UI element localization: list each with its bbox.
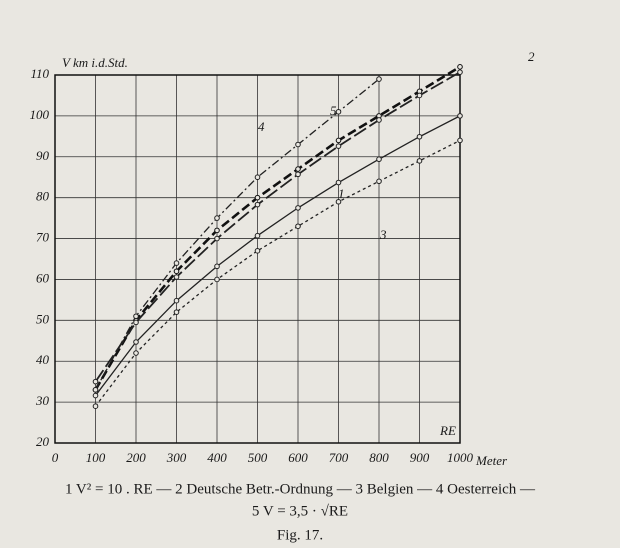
y-tick-label: 90 xyxy=(36,148,50,163)
point-marker xyxy=(295,223,301,230)
x-axis-label: Meter xyxy=(475,453,508,468)
curve-label: 1 xyxy=(338,186,345,201)
point-marker xyxy=(133,339,139,345)
y-tick-label: 20 xyxy=(36,434,50,449)
series-line xyxy=(94,71,461,383)
curve-label: 2 xyxy=(528,49,535,64)
point-marker xyxy=(173,274,180,280)
point-marker xyxy=(214,227,220,234)
y-tick-label: 50 xyxy=(36,311,50,326)
point-marker xyxy=(416,92,423,99)
x-tick-label: 600 xyxy=(288,450,308,465)
point-marker xyxy=(416,158,423,164)
y-tick-label: 60 xyxy=(36,270,50,285)
point-marker xyxy=(92,378,99,385)
x-tick-label: 1000 xyxy=(447,450,474,465)
y-tick-label: 80 xyxy=(36,189,50,204)
point-marker xyxy=(173,297,180,304)
point-marker xyxy=(335,143,342,149)
x-tick-label: 200 xyxy=(126,450,146,465)
point-marker xyxy=(214,276,220,283)
point-marker xyxy=(254,232,261,239)
point-marker xyxy=(133,350,139,356)
y-tick-label: 100 xyxy=(30,107,50,122)
point-marker xyxy=(295,166,301,172)
point-marker xyxy=(214,263,220,270)
point-marker xyxy=(295,205,301,211)
curve-label: 3 xyxy=(379,227,387,242)
point-marker xyxy=(376,156,382,163)
point-marker xyxy=(254,174,261,181)
point-marker xyxy=(214,215,220,221)
point-marker xyxy=(457,137,463,144)
point-marker xyxy=(173,260,180,266)
point-marker xyxy=(295,171,301,178)
point-marker xyxy=(254,201,261,208)
series-line xyxy=(94,65,461,391)
x-tick-label: 500 xyxy=(248,450,268,465)
point-marker xyxy=(173,309,180,315)
series-line xyxy=(94,78,380,391)
caption: 1 V² = 10 . RE — 2 Deutsche Betr.-Ordnun… xyxy=(65,481,536,497)
figure-label: Fig. 17. xyxy=(277,527,323,543)
x-tick-label: 300 xyxy=(166,450,187,465)
point-marker xyxy=(173,268,180,275)
point-marker xyxy=(133,319,139,326)
y-tick-label: 110 xyxy=(30,66,49,81)
x-tick-label: 0 xyxy=(52,450,59,465)
curve-label: 4 xyxy=(258,119,265,134)
x-tick-label: 100 xyxy=(86,450,106,465)
point-marker xyxy=(92,403,99,410)
point-marker xyxy=(335,179,342,186)
point-marker xyxy=(335,137,342,144)
y-tick-label: 30 xyxy=(35,393,50,408)
point-marker xyxy=(457,69,463,75)
x-tick-label: 900 xyxy=(410,450,430,465)
series-line xyxy=(94,115,461,396)
point-marker xyxy=(214,235,220,242)
caption-2: 5 V = 3,5 · √RE xyxy=(252,503,348,519)
point-marker xyxy=(376,117,382,123)
x-tick-label: 700 xyxy=(329,450,349,465)
point-marker xyxy=(254,194,261,201)
y-tick-label: 70 xyxy=(36,230,50,245)
curve-label: 5 xyxy=(330,103,337,118)
point-marker xyxy=(335,198,342,205)
point-marker xyxy=(376,76,382,82)
point-marker xyxy=(92,392,99,399)
point-marker xyxy=(416,133,423,140)
y-tick-label: 40 xyxy=(36,352,50,367)
point-marker xyxy=(295,141,301,148)
point-marker xyxy=(133,313,139,320)
point-marker xyxy=(254,248,261,254)
point-marker xyxy=(376,178,382,185)
point-marker xyxy=(92,387,99,393)
x-tick-label: 400 xyxy=(207,450,227,465)
x-tick-label: 800 xyxy=(369,450,389,465)
plot-frame xyxy=(54,74,461,444)
point-marker xyxy=(457,113,463,119)
point-marker xyxy=(335,109,342,115)
x-axis-label-2: RE xyxy=(439,423,456,438)
point-marker xyxy=(457,64,463,70)
y-axis-label: V km i.d.Std. xyxy=(62,55,128,70)
